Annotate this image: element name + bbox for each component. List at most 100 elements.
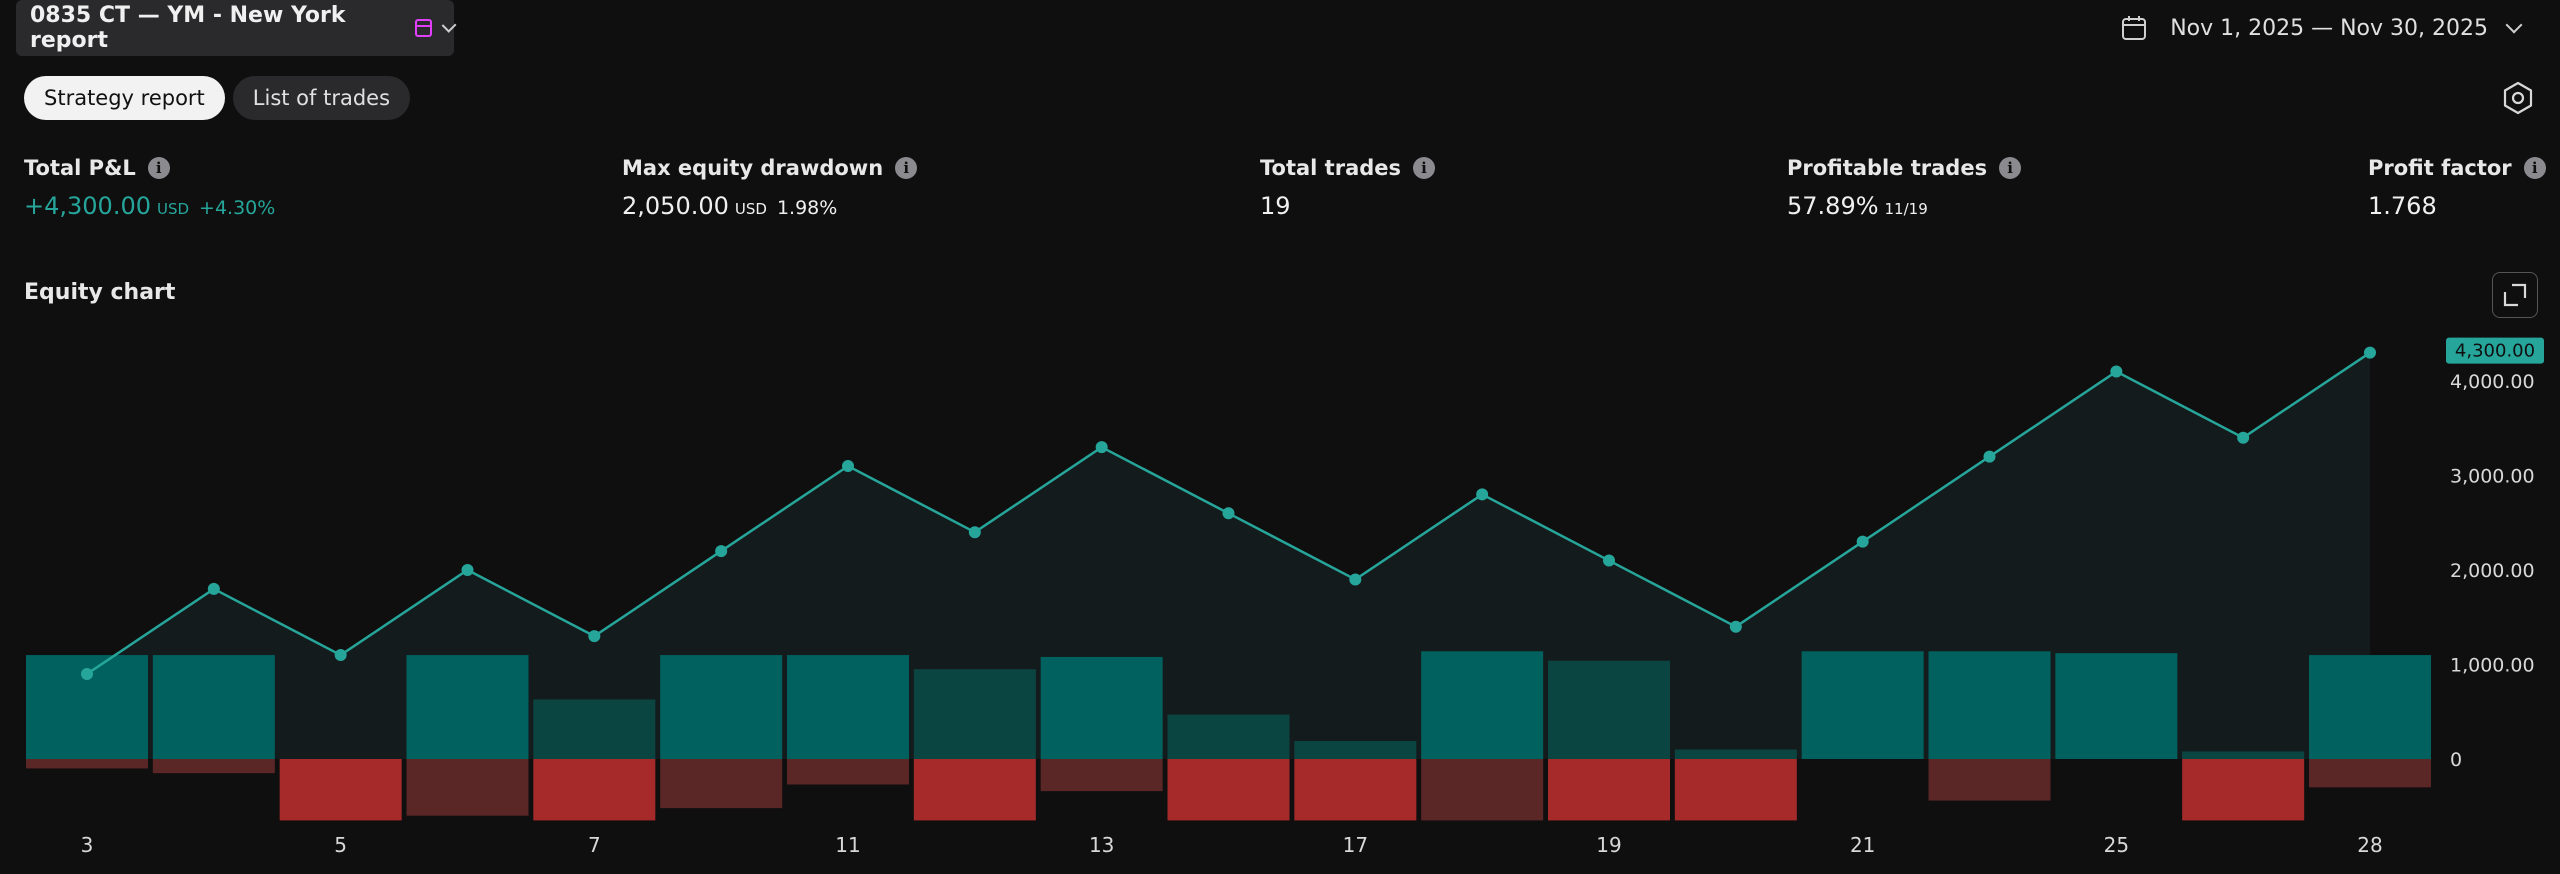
drawdown-bar	[26, 759, 148, 769]
drawdown-bar	[406, 759, 529, 816]
metric-unit: USD	[156, 200, 190, 218]
y-tick-label: 0	[2450, 749, 2462, 771]
x-tick-label: 11	[835, 833, 860, 857]
metric-unit: USD	[734, 200, 767, 218]
equity-point	[2237, 431, 2250, 444]
report-tabs: Strategy report List of trades	[24, 76, 411, 120]
x-tick-label: 5	[334, 833, 347, 857]
info-icon[interactable]: i	[147, 157, 170, 179]
equity-point	[1095, 441, 1108, 454]
equity-chart-title: Equity chart	[24, 280, 176, 305]
tab-strategy-report[interactable]: Strategy report	[24, 76, 225, 120]
equity-point	[2110, 365, 2123, 378]
equity-point	[207, 582, 220, 595]
metric-profit-factor: Profit factor i 1.768	[2368, 156, 2546, 220]
tab-list-of-trades[interactable]: List of trades	[232, 76, 411, 120]
expand-icon	[2503, 283, 2527, 307]
metric-label: Profit factor	[2368, 156, 2512, 180]
equity-point	[588, 630, 601, 643]
strategy-title: 0835 CT — YM - New York report	[30, 3, 346, 53]
x-tick-label: 13	[1089, 833, 1114, 857]
drawdown-bar	[2182, 759, 2305, 821]
equity-point	[81, 667, 93, 680]
drawdown-bar	[1040, 759, 1163, 792]
drawdown-bar	[660, 759, 783, 809]
runup-bar	[1294, 741, 1417, 759]
equity-point	[1476, 488, 1489, 501]
metric-total-trades: Total trades i 19	[1260, 156, 1436, 220]
drawdown-bar	[913, 759, 1036, 821]
metric-percent: +4.30%	[199, 197, 276, 219]
drawdown-bar	[279, 759, 402, 821]
expand-chart-button[interactable]	[2492, 272, 2538, 318]
metric-value: 57.89%	[1787, 192, 1879, 220]
metric-max-drawdown: Max equity drawdown i 2,050.00 USD 1.98%	[622, 156, 918, 220]
settings-icon[interactable]	[2500, 80, 2536, 116]
runup-bar	[1548, 660, 1670, 759]
metric-ratio: 11/19	[1884, 200, 1928, 218]
runup-bar	[533, 699, 656, 759]
equity-point	[1729, 620, 1742, 633]
equity-point	[461, 564, 474, 576]
x-tick-label: 19	[1596, 833, 1621, 857]
metric-percent: 1.98%	[776, 197, 838, 219]
runup-bar	[660, 655, 783, 759]
drawdown-bar	[533, 759, 656, 821]
equity-point	[715, 545, 728, 558]
info-icon[interactable]: i	[2523, 157, 2546, 179]
x-tick-label: 21	[1850, 833, 1875, 857]
last-value-label: 4,300.00	[2455, 341, 2535, 362]
equity-point	[1983, 450, 1996, 463]
runup-bar	[2055, 653, 2178, 759]
metric-label: Max equity drawdown	[622, 156, 884, 180]
drawdown-bar	[152, 759, 275, 774]
equity-point	[1222, 507, 1235, 520]
runup-bar	[2309, 655, 2431, 759]
metric-label: Total trades	[1260, 156, 1402, 180]
runup-bar	[1801, 651, 1924, 759]
x-tick-label: 28	[2357, 833, 2382, 857]
drawdown-bar	[1928, 759, 2051, 801]
runup-bar	[1674, 749, 1797, 759]
drawdown-bar	[1421, 759, 1544, 821]
equity-point	[842, 460, 854, 473]
runup-bar	[1167, 714, 1290, 759]
drawdown-bar	[1548, 759, 1670, 821]
metric-value: 2,050.00	[622, 192, 729, 220]
equity-point	[1349, 573, 1362, 586]
drawdown-bar	[1674, 759, 1797, 821]
equity-point	[968, 526, 981, 539]
date-range-picker[interactable]: Nov 1, 2025 — Nov 30, 2025	[2120, 14, 2523, 42]
equity-point	[334, 649, 347, 662]
y-tick-label: 1,000.00	[2450, 655, 2535, 677]
calendar-icon	[414, 19, 432, 37]
runup-bar	[406, 655, 529, 759]
equity-point	[1603, 554, 1615, 567]
equity-area	[87, 352, 2370, 759]
x-tick-label: 7	[588, 833, 601, 857]
date-range-text: Nov 1, 2025 — Nov 30, 2025	[2170, 15, 2488, 41]
metric-profitable-trades: Profitable trades i 57.89% 11/19	[1787, 156, 2022, 220]
drawdown-bar	[787, 759, 909, 785]
info-icon[interactable]: i	[1999, 157, 2022, 179]
runup-bar	[787, 655, 909, 759]
metric-label: Total P&L	[24, 156, 136, 180]
metric-total-pnl: Total P&L i +4,300.00 USD +4.30%	[24, 156, 275, 220]
equity-point	[1856, 535, 1869, 548]
info-icon[interactable]: i	[895, 157, 918, 179]
runup-bar	[1040, 656, 1163, 759]
metric-label: Profitable trades	[1787, 156, 1988, 180]
calendar-icon	[2122, 16, 2147, 40]
drawdown-bar	[2309, 759, 2431, 788]
metric-value: 1.768	[2368, 192, 2437, 220]
info-icon[interactable]: i	[1413, 157, 1436, 179]
runup-bar	[913, 669, 1036, 759]
y-tick-label: 2,000.00	[2450, 560, 2535, 582]
y-tick-label: 4,000.00	[2450, 371, 2535, 393]
drawdown-bar	[1167, 759, 1290, 821]
runup-bar	[152, 655, 275, 759]
strategy-title-button[interactable]: 0835 CT — YM - New York report	[16, 0, 457, 56]
equity-point	[2364, 346, 2376, 359]
runup-bar	[1928, 651, 2051, 759]
